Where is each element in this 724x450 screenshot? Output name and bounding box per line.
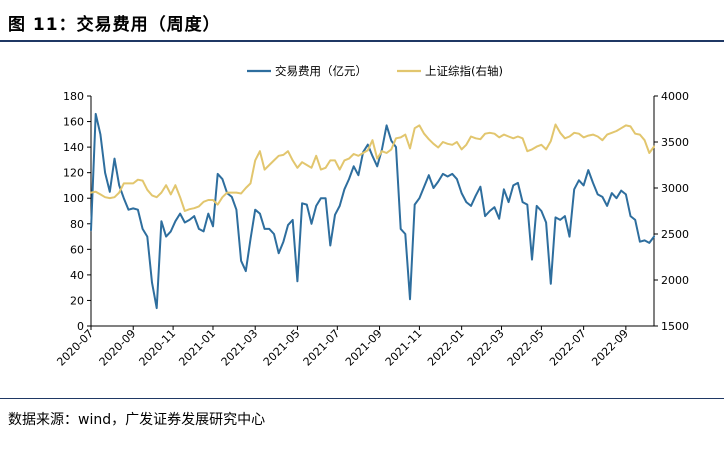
left-y-tick-label: 20 [70, 294, 84, 307]
right-y-tick-label: 3500 [661, 136, 689, 149]
x-tick-label: 2021-07 [301, 327, 343, 369]
left-y-tick-label: 60 [70, 243, 84, 256]
x-tick-label: 2022-03 [465, 327, 507, 369]
left-y-tick-label: 80 [70, 218, 84, 231]
x-tick-label: 2022-01 [425, 327, 467, 369]
right-y-tick-label: 3000 [661, 182, 689, 195]
x-tick-label: 2020-09 [97, 327, 139, 369]
x-tick-label: 2022-07 [547, 327, 589, 369]
x-tick-label: 2021-05 [261, 327, 303, 369]
left-y-tick-label: 120 [63, 167, 84, 180]
right-y-tick-label: 4000 [661, 90, 689, 103]
fee-series-line [90, 112, 655, 310]
legend-fee-label: 交易费用（亿元） [275, 64, 367, 78]
index-series-line [90, 123, 655, 212]
line-chart: 0 20 40 60 80 100 120 140 160 180 1500 2000 2500 3000… [54, 64, 689, 369]
footer-rule [0, 398, 724, 399]
left-y-tick-label: 160 [63, 116, 84, 129]
x-tick-label: 2022-09 [589, 327, 631, 369]
source-note: 数据来源：wind，广发证券发展研究中心 [8, 412, 266, 428]
right-y-tick-label: 1500 [661, 320, 689, 333]
x-tick-label: 2022-05 [505, 327, 547, 369]
x-tick-label: 2021-09 [343, 327, 385, 369]
right-y-tick-label: 2500 [661, 228, 689, 241]
x-tick-label: 2021-03 [219, 327, 261, 369]
x-tick-label: 2020-07 [54, 327, 96, 369]
left-y-tick-label: 0 [77, 320, 84, 333]
x-tick-label: 2021-11 [383, 327, 425, 369]
title-rule [0, 40, 724, 42]
left-y-tick-label: 140 [63, 141, 84, 154]
left-y-tick-label: 100 [63, 192, 84, 205]
legend-index-label: 上证综指(右轴) [425, 64, 503, 78]
x-tick-label: 2020-11 [137, 327, 179, 369]
left-y-tick-label: 40 [70, 269, 84, 282]
x-tick-label: 2021-01 [176, 327, 218, 369]
figure-title: 图 11：交易费用（周度） [8, 15, 221, 35]
left-y-tick-label: 180 [63, 90, 84, 103]
right-y-tick-label: 2000 [661, 274, 689, 287]
